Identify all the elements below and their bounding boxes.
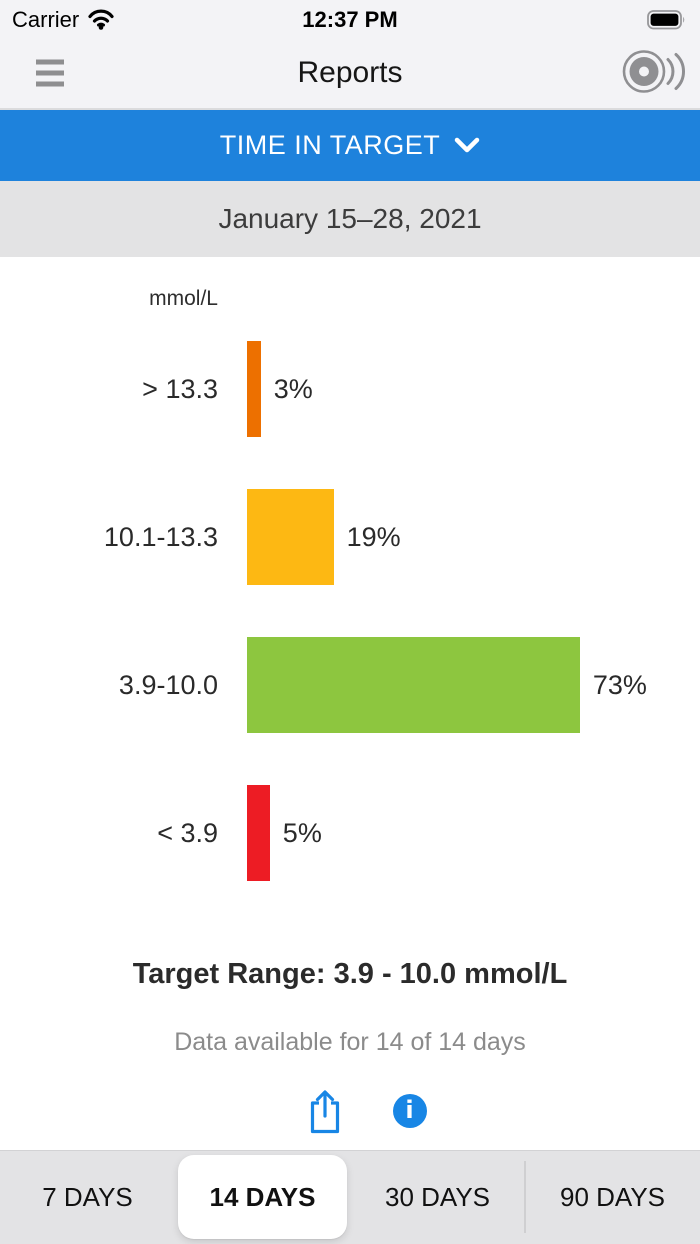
percent-label: 5% bbox=[282, 817, 322, 848]
bar-segment bbox=[247, 785, 270, 881]
chevron-down-icon bbox=[455, 137, 480, 153]
tab-30-days[interactable]: 30 DAYS bbox=[350, 1151, 525, 1244]
range-label: 3.9-10.0 bbox=[118, 669, 218, 700]
percent-label: 19% bbox=[346, 521, 401, 552]
report-type-label: TIME IN TARGET bbox=[219, 130, 441, 160]
header: Reports bbox=[0, 37, 700, 110]
bar-segment bbox=[247, 637, 580, 733]
chart-row: 3.9-10.0 73% bbox=[0, 637, 700, 733]
tab-label: 7 DAYS bbox=[42, 1182, 133, 1212]
period-segmented-control: 7 DAYS 14 DAYS 30 DAYS 90 DAYS bbox=[0, 1150, 700, 1244]
tab-label: 30 DAYS bbox=[384, 1182, 490, 1212]
range-label: 10.1-13.3 bbox=[103, 521, 218, 552]
chart-row: < 3.9 5% bbox=[0, 785, 700, 881]
info-icon[interactable]: i bbox=[392, 1094, 427, 1128]
date-range-label: January 15–28, 2021 bbox=[0, 181, 700, 257]
carrier-label: Carrier bbox=[12, 6, 80, 32]
tab-label: 14 DAYS bbox=[209, 1182, 316, 1212]
menu-icon[interactable] bbox=[32, 55, 68, 90]
tab-90-days[interactable]: 90 DAYS bbox=[524, 1151, 700, 1244]
bar-segment bbox=[247, 341, 261, 437]
tab-7-days[interactable]: 7 DAYS bbox=[0, 1151, 175, 1244]
chart-row: 10.1-13.3 19% bbox=[0, 489, 700, 585]
report-type-selector[interactable]: TIME IN TARGET bbox=[0, 110, 700, 181]
data-available-text: Data available for 14 of 14 days bbox=[174, 1028, 526, 1056]
tab-label: 90 DAYS bbox=[559, 1182, 665, 1212]
chart-unit-label: mmol/L bbox=[149, 287, 218, 310]
percent-label: 3% bbox=[273, 373, 313, 404]
tab-14-days[interactable]: 14 DAYS bbox=[175, 1151, 350, 1244]
status-bar: Carrier 12:37 PM bbox=[0, 0, 700, 37]
chart-rows: > 13.3 3% 10.1-13.3 19% 3.9-10.0 73% < 3.9 5% bbox=[0, 341, 700, 881]
action-row: i bbox=[17, 1088, 700, 1134]
share-icon[interactable] bbox=[308, 1088, 342, 1134]
wifi-icon bbox=[87, 8, 115, 31]
range-label: > 13.3 bbox=[142, 373, 218, 404]
report-content: mmol/L > 13.3 3% 10.1-13.3 19% 3.9-10.0 73% < … bbox=[0, 257, 700, 1134]
bar-segment bbox=[247, 489, 334, 585]
range-label: < 3.9 bbox=[157, 817, 218, 848]
selected-tab-thumb bbox=[178, 1155, 347, 1239]
page-title: Reports bbox=[297, 55, 403, 89]
battery-icon bbox=[647, 9, 688, 30]
sensor-signal-icon[interactable] bbox=[618, 42, 686, 103]
target-range-text: Target Range: 3.9 - 10.0 mmol/L bbox=[132, 958, 568, 990]
chart-row: > 13.3 3% bbox=[0, 341, 700, 437]
percent-label: 73% bbox=[592, 669, 647, 700]
